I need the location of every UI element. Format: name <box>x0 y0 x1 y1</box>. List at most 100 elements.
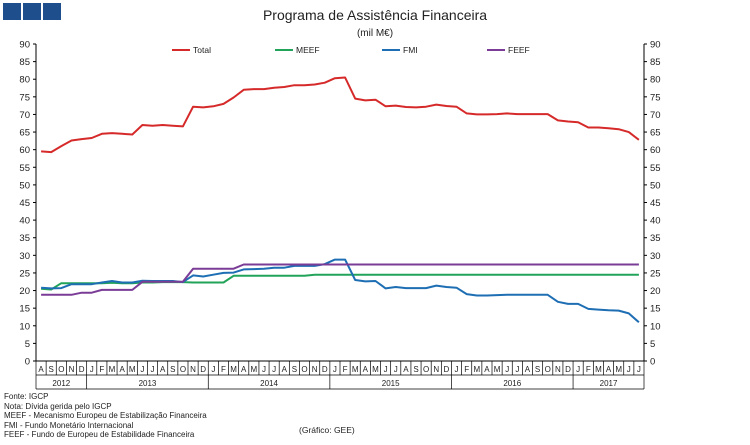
y-tick-label-left: 10 <box>19 321 30 332</box>
month-label: A <box>119 365 125 374</box>
month-label: D <box>200 365 206 374</box>
chart-subtitle: (mil M€) <box>356 28 394 39</box>
month-label: D <box>565 365 571 374</box>
month-label: F <box>221 365 226 374</box>
month-label: S <box>413 365 418 374</box>
y-tick-label-right: 40 <box>650 216 661 227</box>
month-label: N <box>312 365 318 374</box>
month-label: J <box>272 365 276 374</box>
month-label: F <box>99 365 104 374</box>
month-label: O <box>301 365 307 374</box>
y-tick-label-left: 5 <box>25 339 30 350</box>
y-tick-label-left: 90 <box>19 40 30 51</box>
month-label: J <box>140 365 144 374</box>
y-tick-label-left: 55 <box>19 163 30 174</box>
year-label: 2013 <box>139 379 157 388</box>
y-tick-label-right: 25 <box>650 268 661 279</box>
month-label: M <box>352 365 359 374</box>
month-label: A <box>241 365 247 374</box>
y-tick-label-right: 60 <box>650 145 661 156</box>
month-label: N <box>555 365 561 374</box>
series-line-feef <box>41 263 639 296</box>
y-tick-label-right: 75 <box>650 92 661 103</box>
month-label: M <box>129 365 136 374</box>
graphic-credit: (Gráfico: GEE) <box>299 425 355 435</box>
y-tick-label-right: 35 <box>650 233 661 244</box>
month-label: M <box>473 365 480 374</box>
y-tick-label-left: 75 <box>19 92 30 103</box>
legend-label-meef: MEEF <box>296 45 320 55</box>
month-label: J <box>333 365 337 374</box>
footnote-source: Fonte: IGCP <box>4 392 49 401</box>
y-tick-label-left: 25 <box>19 268 30 279</box>
month-label: M <box>595 365 602 374</box>
series-line-total <box>41 76 640 154</box>
month-label: N <box>69 365 75 374</box>
month-label: M <box>251 365 258 374</box>
y-tick-label-right: 10 <box>650 321 661 332</box>
y-tick-label-left: 20 <box>19 286 30 297</box>
month-label: M <box>372 365 379 374</box>
month-label: D <box>79 365 85 374</box>
y-tick-label-right: 50 <box>650 180 661 191</box>
month-label: J <box>455 365 459 374</box>
month-label: A <box>525 365 531 374</box>
month-label: J <box>515 365 519 374</box>
month-label: A <box>38 365 44 374</box>
year-label: 2014 <box>260 379 278 388</box>
month-label: J <box>211 365 215 374</box>
month-label: S <box>49 365 54 374</box>
month-label: A <box>282 365 288 374</box>
month-label: S <box>170 365 175 374</box>
month-label: M <box>494 365 501 374</box>
month-label: J <box>384 365 388 374</box>
y-tick-label-left: 70 <box>19 110 30 121</box>
y-tick-label-right: 15 <box>650 304 661 315</box>
y-tick-label-right: 20 <box>650 286 661 297</box>
month-label: J <box>394 365 398 374</box>
month-label: N <box>433 365 439 374</box>
logo <box>3 3 61 20</box>
year-label: 2012 <box>52 379 70 388</box>
month-label: F <box>586 365 591 374</box>
y-tick-label-right: 5 <box>650 339 655 350</box>
month-label: M <box>109 365 116 374</box>
month-label: O <box>545 365 551 374</box>
y-tick-label-left: 50 <box>19 180 30 191</box>
month-label: J <box>627 365 631 374</box>
month-label: A <box>484 365 490 374</box>
y-tick-label-right: 0 <box>650 357 655 368</box>
month-label: J <box>505 365 509 374</box>
month-label: M <box>615 365 622 374</box>
month-label: A <box>363 365 369 374</box>
year-label: 2015 <box>382 379 400 388</box>
y-tick-label-left: 45 <box>19 198 30 209</box>
footnotes: Fonte: IGCP Nota: Dívida gerida pelo IGC… <box>4 392 207 440</box>
y-tick-label-left: 35 <box>19 233 30 244</box>
month-label: M <box>230 365 237 374</box>
y-tick-label-right: 70 <box>650 110 661 121</box>
month-label: S <box>292 365 297 374</box>
month-label: O <box>180 365 186 374</box>
y-tick-label-right: 65 <box>650 128 661 139</box>
y-tick-label-left: 60 <box>19 145 30 156</box>
y-tick-label-right: 90 <box>650 40 661 51</box>
month-label: J <box>90 365 94 374</box>
y-tick-label-right: 30 <box>650 251 661 262</box>
month-label: O <box>58 365 64 374</box>
month-label: A <box>403 365 409 374</box>
month-label: N <box>190 365 196 374</box>
footnote-feef: FEEF - Fundo de Europeu de Estabilidade … <box>4 430 195 440</box>
series-line-fmi <box>41 258 640 324</box>
y-tick-label-right: 80 <box>650 75 661 86</box>
y-tick-label-right: 55 <box>650 163 661 174</box>
legend-label-fmi: FMI <box>403 45 418 55</box>
footnote-note: Nota: Dívida gerida pelo IGCP <box>4 401 112 411</box>
month-label: S <box>535 365 540 374</box>
footnote-fmi: FMI - Fundo Monetário Internacional <box>4 420 134 430</box>
y-tick-label-right: 85 <box>650 57 661 68</box>
y-tick-label-left: 85 <box>19 57 30 68</box>
month-label: J <box>151 365 155 374</box>
y-tick-label-left: 65 <box>19 128 30 139</box>
